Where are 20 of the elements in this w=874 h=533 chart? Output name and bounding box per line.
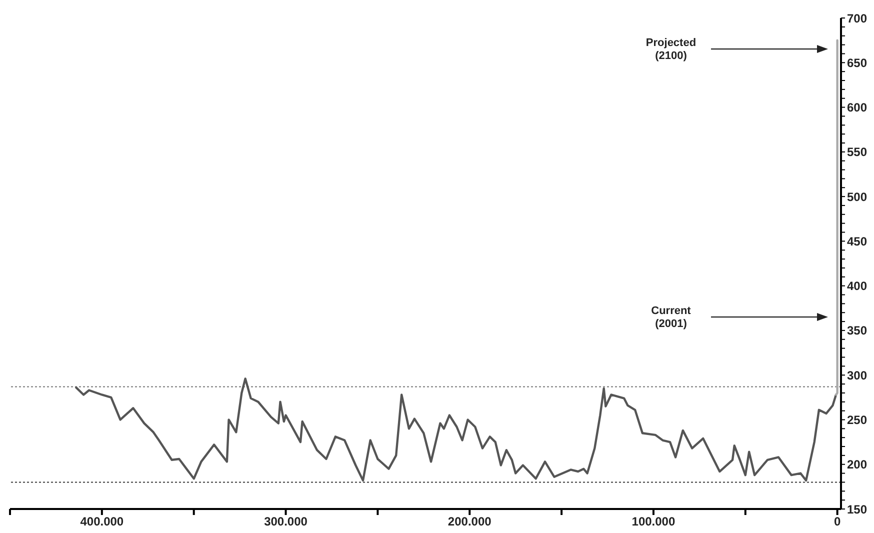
y-tick-label: 200	[847, 458, 868, 472]
y-tick-label: 400	[847, 279, 868, 294]
y-tick-label: 300	[847, 368, 868, 382]
y-tick-label: 600	[847, 100, 868, 115]
y-tick-label: 150	[847, 502, 868, 516]
x-tick-label: 100.000	[632, 514, 676, 529]
y-tick-label: 650	[847, 56, 868, 70]
x-tick-label: 400.000	[80, 514, 124, 529]
y-tick-label: 700	[847, 11, 868, 26]
y-tick-label: 500	[847, 190, 868, 204]
x-tick-label: 300.000	[264, 514, 308, 529]
annotation: Projected (2100)	[646, 37, 696, 62]
x-tick-label: 0	[834, 514, 841, 529]
y-tick-label: 450	[847, 234, 868, 248]
y-tick-label: 350	[847, 324, 868, 338]
y-tick-label: 550	[847, 145, 868, 160]
annotation: Current (2001)	[651, 305, 692, 330]
line-series	[75, 378, 838, 482]
y-tick-label: 250	[847, 412, 868, 427]
x-tick-label: 200.000	[448, 514, 492, 529]
